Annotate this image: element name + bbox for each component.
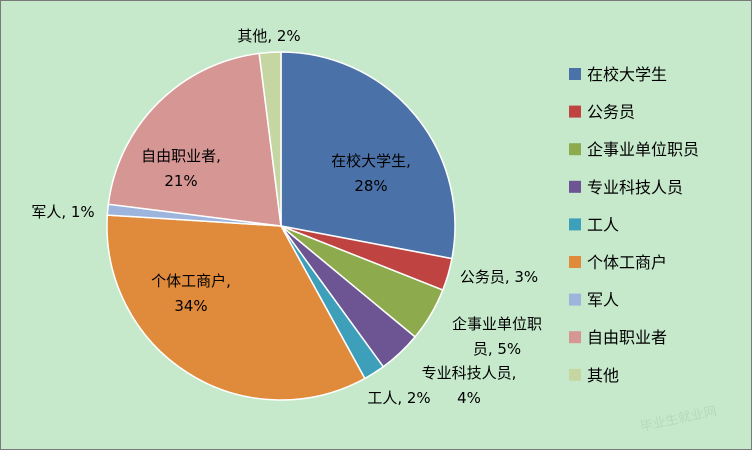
legend-swatch-0 [569,68,581,80]
legend-label-3: 专业科技人员 [587,178,683,197]
pie-slice-5 [106,214,366,401]
data-label-7: 自由职业者, 21% [141,147,221,190]
data-label-1: 公务员, 3% [460,268,538,286]
legend-swatch-2 [569,143,581,156]
pie-slice-8 [258,51,282,227]
data-label-6: 军人, 1% [31,203,94,221]
data-label-5: 个体工商户, 34% [151,272,231,315]
legend-swatch-7 [569,331,581,344]
pie-slice-0 [280,51,456,260]
legend-label-1: 公务员 [587,103,635,122]
legend-swatch-6 [569,293,581,306]
legend-swatch-3 [569,180,581,193]
legend-label-4: 工人 [587,215,619,234]
legend-swatch-4 [569,218,581,231]
legend-label-7: 自由职业者 [587,328,667,347]
pie-slice-7 [107,52,282,227]
legend-swatch-8 [569,368,581,381]
watermark: 毕业生就业网 [639,404,718,435]
data-label-3: 专业科技人员, 4% [422,364,517,407]
legend-label-0: 在校大学生 [587,65,667,84]
legend-swatch-1 [569,105,581,118]
legend-swatch-5 [569,256,581,268]
legend-label-5: 个体工商户 [587,253,667,272]
data-label-4: 工人, 2% [367,389,430,407]
legend-label-6: 军人 [587,291,619,310]
legend-label-2: 企事业单位职员 [587,140,699,159]
data-label-2: 企事业单位职员, 5% [452,315,542,358]
data-label-0: 在校大学生, 28% [331,152,411,195]
data-label-8: 其他, 2% [237,27,300,45]
legend-label-8: 其他 [587,366,619,385]
